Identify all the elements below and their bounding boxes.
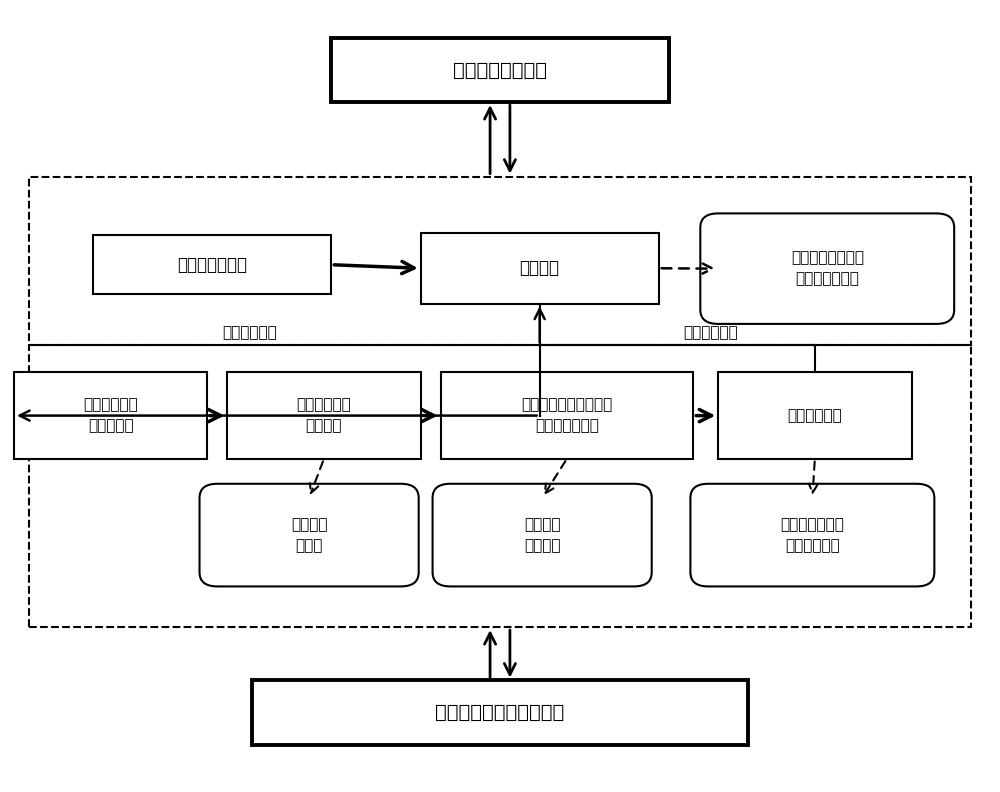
Text: 分类识别及后续修复模块: 分类识别及后续修复模块 — [435, 703, 565, 722]
FancyBboxPatch shape — [441, 372, 693, 459]
FancyBboxPatch shape — [718, 372, 912, 459]
FancyBboxPatch shape — [421, 233, 659, 303]
FancyBboxPatch shape — [227, 372, 421, 459]
Text: 信号分析: 信号分析 — [520, 259, 560, 277]
Text: 后续修复模块: 后续修复模块 — [787, 408, 842, 423]
Text: 模拟修复参数: 模拟修复参数 — [683, 326, 738, 341]
FancyBboxPatch shape — [700, 213, 954, 324]
Text: 故障类型
及程度: 故障类型 及程度 — [291, 517, 327, 553]
FancyBboxPatch shape — [200, 484, 419, 586]
Text: 信号分析处理模块: 信号分析处理模块 — [453, 60, 547, 79]
FancyBboxPatch shape — [331, 38, 669, 102]
Text: 附件剩余
寿命评估: 附件剩余 寿命评估 — [524, 517, 560, 553]
FancyBboxPatch shape — [433, 484, 652, 586]
Bar — [29, 177, 971, 345]
Text: 电缆附件老化状况及剩
余寿命评估模块: 电缆附件老化状况及剩 余寿命评估模块 — [521, 398, 613, 433]
Text: 信号分析结果: 信号分析结果 — [222, 326, 277, 341]
FancyBboxPatch shape — [93, 235, 331, 294]
Text: 修复参考意见及
模拟修复参数: 修复参考意见及 模拟修复参数 — [780, 517, 844, 553]
Bar — [29, 345, 971, 627]
Text: 局部放电故障
特征数据库: 局部放电故障 特征数据库 — [83, 398, 138, 433]
FancyBboxPatch shape — [14, 372, 207, 459]
Text: 原始信号及模拟修
复参数分析结果: 原始信号及模拟修 复参数分析结果 — [791, 250, 864, 287]
FancyBboxPatch shape — [690, 484, 934, 586]
Text: 信号预处理模块: 信号预处理模块 — [177, 256, 247, 274]
Text: 局部放电模式
识别模块: 局部放电模式 识别模块 — [297, 398, 351, 433]
FancyBboxPatch shape — [252, 680, 748, 744]
